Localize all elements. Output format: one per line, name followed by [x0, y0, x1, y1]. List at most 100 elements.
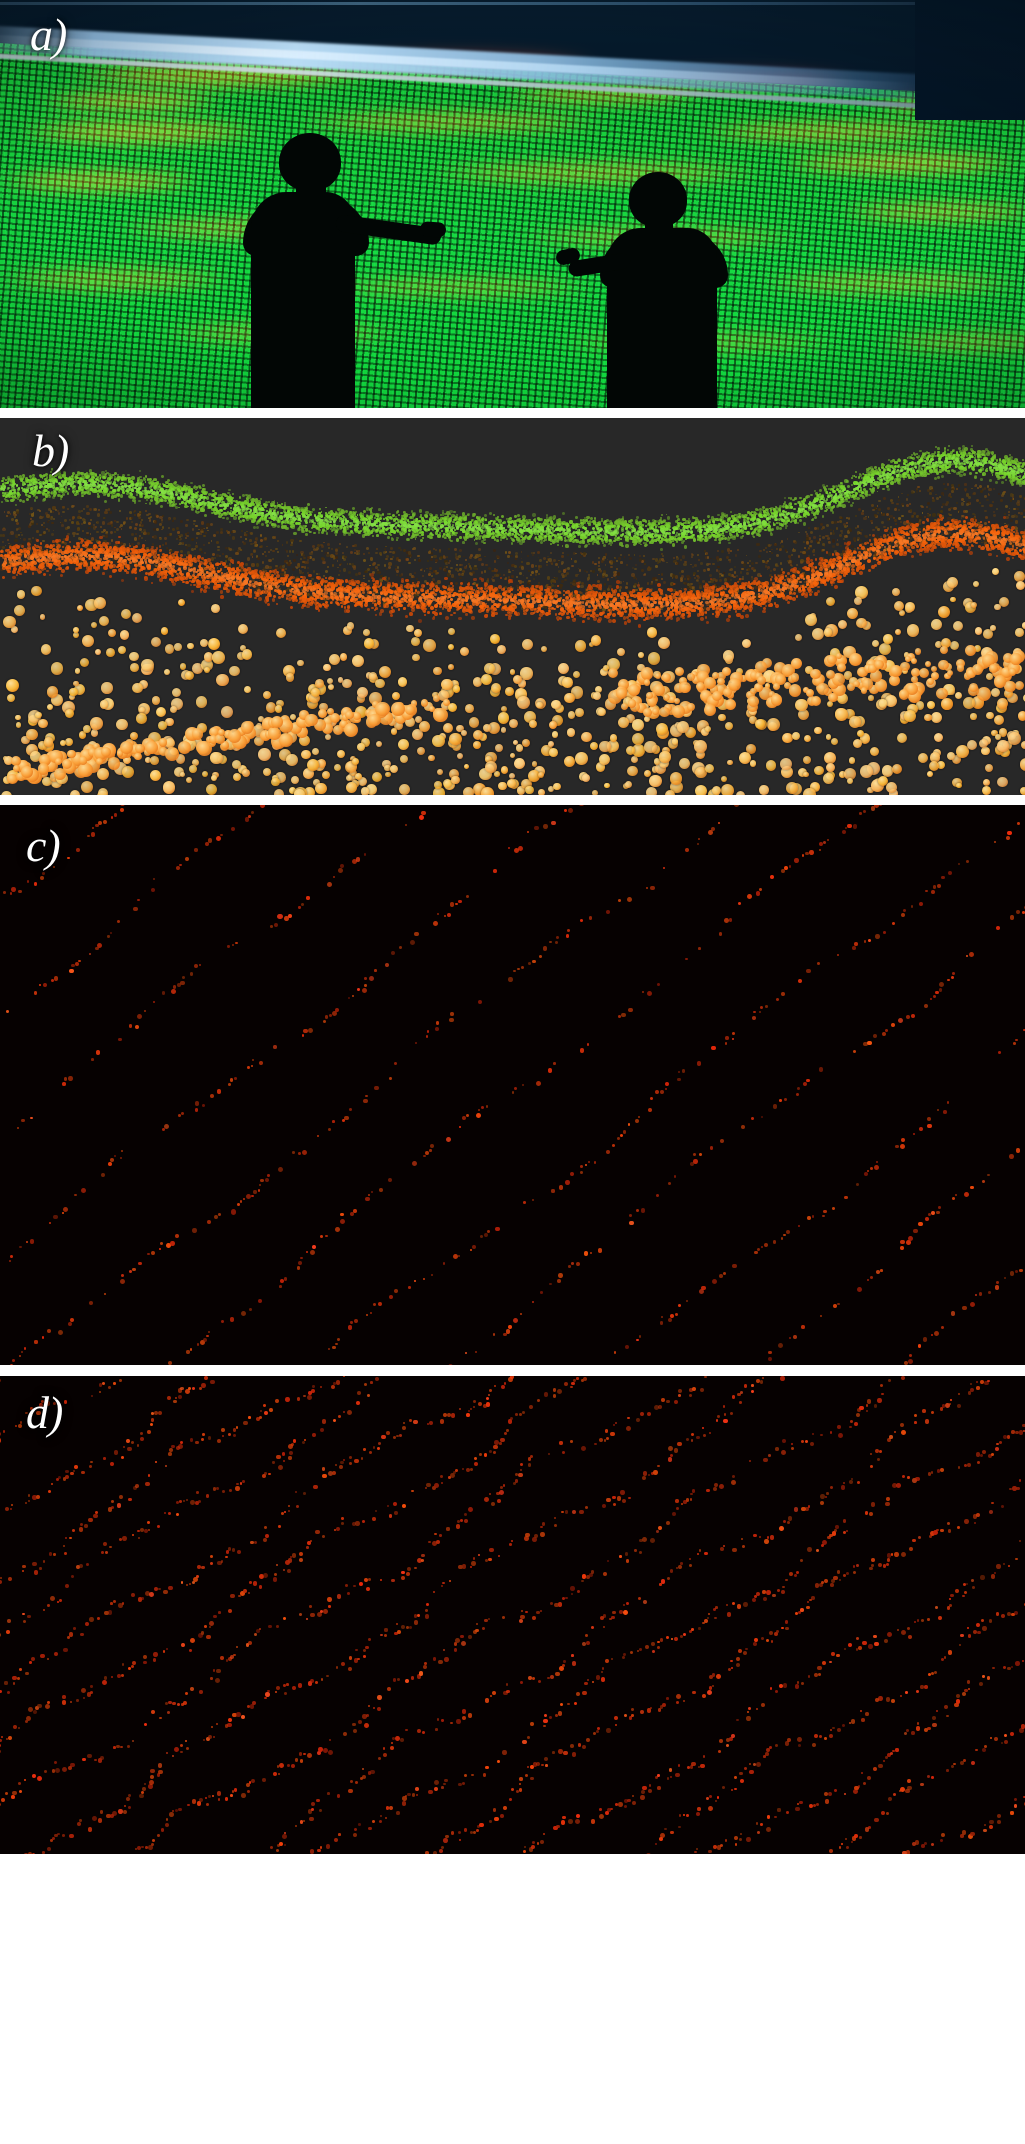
- cloud-point: [242, 518, 246, 522]
- cloud-point: [116, 479, 120, 482]
- cloud-point: [285, 512, 289, 516]
- cloud-point: [647, 533, 650, 536]
- cloud-point: [578, 545, 581, 548]
- cloud-point: [390, 537, 393, 540]
- cloud-point: [750, 526, 754, 530]
- cloud-point: [804, 515, 807, 518]
- cloud-point: [549, 525, 553, 528]
- cloud-point: [621, 527, 624, 530]
- cloud-point: [729, 510, 732, 513]
- cloud-point: [521, 539, 526, 543]
- cloud-point: [184, 504, 188, 509]
- cloud-point: [790, 506, 793, 509]
- cloud-point: [722, 528, 725, 531]
- cloud-point: [786, 517, 790, 522]
- cloud-point: [522, 515, 526, 519]
- cloud-point: [81, 476, 85, 480]
- cloud-point: [641, 530, 644, 533]
- cloud-point: [875, 481, 878, 483]
- cloud-point: [421, 516, 425, 520]
- cloud-point: [425, 515, 429, 519]
- cloud-point: [488, 511, 492, 515]
- cloud-point: [271, 507, 274, 510]
- cloud-point: [615, 528, 620, 532]
- cloud-point: [293, 531, 297, 536]
- cloud-point: [653, 519, 656, 523]
- cloud-point: [448, 539, 451, 542]
- cloud-point: [51, 483, 55, 487]
- cloud-point: [856, 496, 860, 500]
- cloud-point: [428, 520, 431, 524]
- cloud-point: [450, 539, 453, 543]
- cloud-point: [910, 460, 914, 464]
- cloud-point: [104, 482, 107, 486]
- cloud-point: [235, 499, 239, 503]
- cloud-point: [613, 533, 616, 537]
- cloud-point: [257, 513, 260, 516]
- cloud-point: [897, 463, 900, 466]
- cloud-point: [920, 454, 924, 458]
- cloud-point: [567, 528, 571, 532]
- cloud-point: [746, 531, 750, 535]
- cloud-point: [955, 458, 959, 462]
- cloud-point: [414, 526, 417, 529]
- cloud-point: [919, 449, 922, 453]
- cloud-point: [180, 491, 183, 495]
- cloud-point: [937, 447, 940, 450]
- cloud-point: [354, 529, 359, 533]
- cloud-point: [980, 452, 984, 456]
- cloud-point: [719, 524, 722, 528]
- cloud-point: [978, 462, 982, 465]
- cloud-point: [650, 540, 654, 544]
- cloud-point: [994, 480, 998, 484]
- cloud-point: [691, 516, 695, 519]
- cloud-point: [660, 548, 663, 551]
- cloud-point: [376, 534, 379, 537]
- cloud-point: [615, 535, 618, 538]
- cloud-point: [186, 499, 190, 504]
- cloud-point: [923, 455, 927, 460]
- cloud-point: [640, 528, 644, 532]
- cloud-point: [903, 466, 906, 469]
- cloud-point: [46, 486, 50, 489]
- cloud-point: [423, 525, 427, 529]
- cloud-point: [499, 538, 502, 541]
- cloud-point: [967, 451, 970, 454]
- cloud-point: [154, 493, 157, 496]
- cloud-point: [703, 535, 707, 538]
- cloud-point: [520, 522, 523, 525]
- cloud-point: [480, 529, 483, 532]
- cloud-point: [936, 453, 941, 457]
- cloud-point: [218, 510, 222, 513]
- cloud-point: [873, 465, 877, 469]
- cloud-point: [959, 473, 963, 477]
- cloud-point: [927, 472, 930, 476]
- cloud-point: [891, 459, 895, 463]
- cloud-point: [10, 498, 14, 503]
- cloud-point: [397, 513, 400, 516]
- cave-right-wall: [915, 0, 1025, 120]
- cloud-point: [116, 477, 120, 481]
- cloud-point: [769, 507, 773, 510]
- cloud-point: [53, 490, 56, 493]
- cloud-point: [306, 503, 310, 506]
- cloud-point: [372, 522, 376, 526]
- cloud-point: [720, 521, 725, 525]
- cloud-point: [855, 492, 859, 496]
- cloud-point: [339, 525, 343, 529]
- cloud-point: [153, 495, 156, 498]
- cloud-point: [445, 511, 450, 515]
- cloud-point: [425, 515, 427, 518]
- cloud-point: [600, 538, 605, 542]
- cloud-point: [858, 494, 862, 497]
- cloud-point: [566, 522, 568, 524]
- cloud-point: [248, 510, 251, 513]
- cloud-point: [139, 475, 143, 479]
- cloud-point: [210, 508, 214, 512]
- cloud-point: [984, 447, 988, 451]
- cloud-point: [557, 538, 560, 542]
- cloud-point: [135, 493, 138, 496]
- cloud-point: [483, 541, 486, 544]
- cloud-point: [676, 537, 679, 540]
- cloud-point: [818, 488, 822, 492]
